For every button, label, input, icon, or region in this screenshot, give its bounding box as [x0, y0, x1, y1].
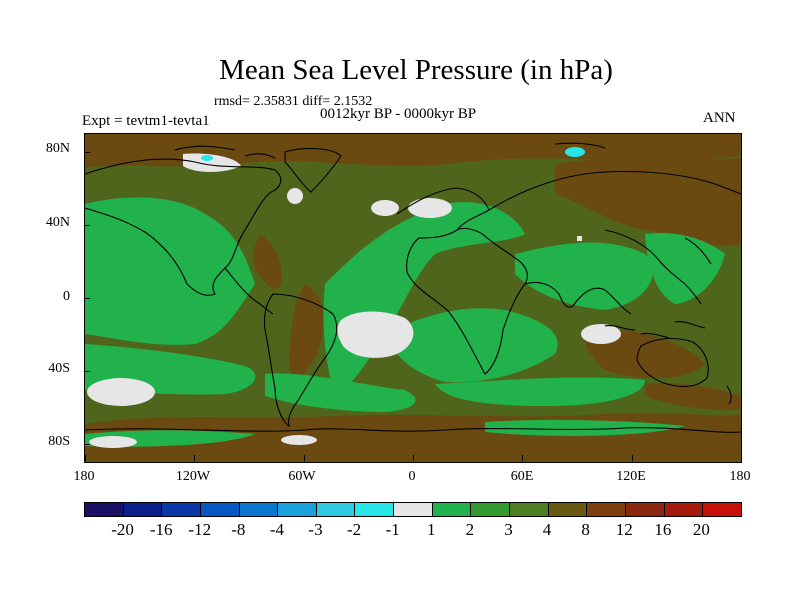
- lat-label: 40S: [48, 361, 70, 376]
- colorbar-swatch: [625, 503, 665, 516]
- lon-label: 180: [729, 469, 751, 484]
- cyan-negative-regions: [201, 147, 585, 161]
- season-label: ANN: [703, 110, 736, 126]
- colorbar-swatch: [471, 503, 511, 516]
- colorbar-swatch: [664, 503, 704, 516]
- lat-tick: [84, 298, 90, 299]
- lon-tick: [741, 455, 742, 461]
- colorbar-label: 3: [504, 520, 513, 539]
- colorbar-label: -20: [111, 520, 134, 539]
- colorbar-label: 8: [581, 520, 590, 539]
- colorbar-label: -8: [231, 520, 246, 539]
- colorbar-label: 4: [542, 520, 552, 539]
- lat-tick: [84, 225, 90, 227]
- coastlines: [85, 142, 741, 433]
- colorbar-swatch: [432, 503, 472, 516]
- colorbar-swatch: [703, 503, 741, 516]
- colorbar-label: -3: [308, 520, 323, 539]
- colorbar-swatch: [85, 503, 124, 516]
- lon-label: 120W: [175, 469, 211, 484]
- colorbar-swatch: [394, 503, 433, 516]
- lat-label: 40N: [45, 215, 70, 230]
- lat-label: 80S: [48, 434, 70, 449]
- colorbar-label: 12: [615, 520, 633, 539]
- colorbar-label: 16: [654, 520, 672, 539]
- lon-tick: [631, 455, 633, 461]
- green-ocean-regions: [85, 197, 725, 447]
- colorbar-label: 2: [465, 520, 475, 539]
- experiment-label: Expt = tevtm1-tevta1: [82, 113, 210, 129]
- lon-tick: [413, 455, 414, 461]
- lon-tick: [303, 455, 305, 461]
- colorbar-label: -2: [347, 520, 362, 539]
- colorbar-label: -12: [188, 520, 212, 539]
- colorbar-label: -16: [149, 520, 173, 539]
- lon-label: 0: [408, 469, 416, 484]
- colorbar-swatch: [162, 503, 201, 516]
- colorbar-label: 1: [427, 520, 436, 539]
- stats-subtitle: rmsd= 2.35831 diff= 2.1532: [214, 94, 373, 109]
- colorbar: [84, 502, 742, 517]
- colorbar-swatch: [316, 503, 356, 516]
- lat-tick: [84, 152, 90, 154]
- lon-tick: [522, 455, 524, 461]
- lat-label: 0: [63, 289, 70, 304]
- colorbar-swatch: [278, 503, 317, 516]
- map-graphic: [85, 134, 741, 462]
- lat-tick: [84, 370, 90, 372]
- lat-tick: [84, 443, 90, 445]
- colorbar-label: 20: [692, 520, 710, 539]
- colorbar-label: -4: [269, 520, 285, 539]
- colorbar-swatch: [123, 503, 163, 516]
- lon-tick: [194, 455, 196, 461]
- chart-title: Mean Sea Level Pressure (in hPa): [219, 54, 613, 86]
- colorbar-swatch: [239, 503, 279, 516]
- lat-label: 80N: [45, 141, 70, 156]
- white-near-zero-regions: [87, 153, 621, 448]
- lon-label: 180: [73, 469, 95, 484]
- colorbar-swatch: [587, 503, 626, 516]
- period-subtitle: 0012kyr BP - 0000kyr BP: [320, 106, 477, 122]
- lon-tick: [85, 455, 86, 461]
- colorbar-swatch: [510, 503, 549, 516]
- colorbar-label: -1: [385, 520, 400, 539]
- colorbar-swatch: [200, 503, 240, 516]
- lon-label: 120E: [616, 469, 646, 484]
- colorbar-swatch: [355, 503, 395, 516]
- colorbar-swatch: [548, 503, 588, 516]
- lon-label: 60W: [288, 469, 316, 484]
- lon-label: 60E: [510, 469, 534, 484]
- pressure-map: [84, 133, 742, 463]
